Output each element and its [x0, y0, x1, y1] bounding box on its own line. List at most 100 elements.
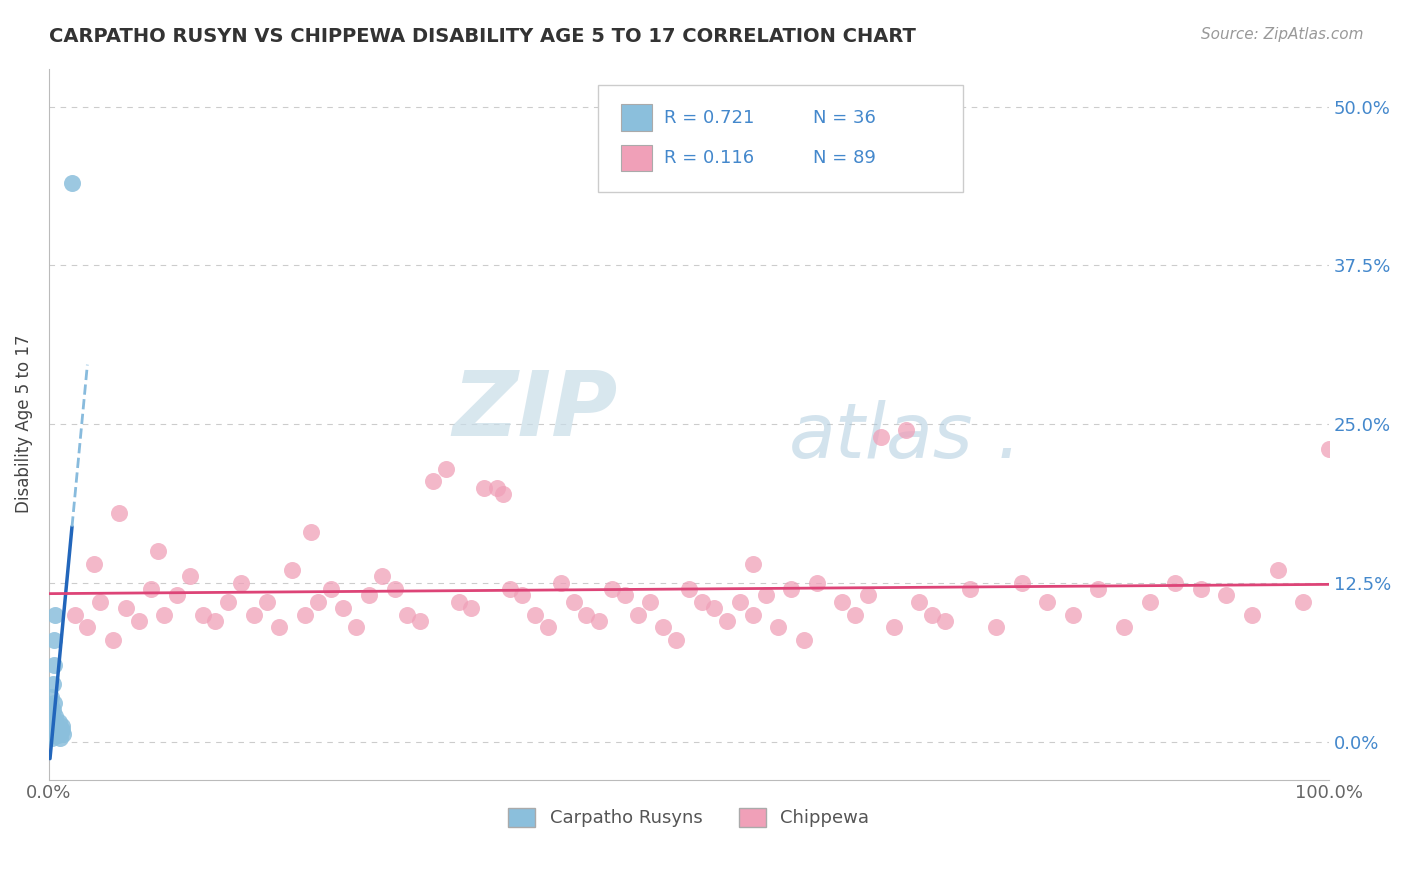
Point	[217, 595, 239, 609]
Point	[741, 607, 763, 622]
Point	[76, 620, 98, 634]
Point	[755, 589, 778, 603]
Point	[281, 563, 304, 577]
Point	[44, 632, 66, 647]
Point	[52, 727, 75, 741]
Point	[63, 607, 86, 622]
Point	[384, 582, 406, 596]
Point	[1292, 595, 1315, 609]
Point	[1139, 595, 1161, 609]
Point	[896, 424, 918, 438]
Point	[1215, 589, 1237, 603]
Point	[114, 601, 136, 615]
Point	[45, 724, 67, 739]
Point	[831, 595, 853, 609]
Point	[780, 582, 803, 596]
Point	[42, 658, 65, 673]
Point	[41, 727, 63, 741]
Point	[409, 614, 432, 628]
Point	[42, 677, 65, 691]
Point	[294, 607, 316, 622]
Point	[307, 595, 329, 609]
Point	[41, 690, 63, 704]
Point	[44, 709, 66, 723]
Point	[41, 719, 63, 733]
Point	[46, 728, 69, 742]
Point	[492, 487, 515, 501]
Point	[101, 632, 124, 647]
Point	[665, 632, 688, 647]
Text: CARPATHO RUSYN VS CHIPPEWA DISABILITY AGE 5 TO 17 CORRELATION CHART: CARPATHO RUSYN VS CHIPPEWA DISABILITY AG…	[49, 27, 917, 45]
Point	[460, 601, 482, 615]
Point	[793, 632, 815, 647]
Point	[537, 620, 560, 634]
Point	[1036, 595, 1059, 609]
Point	[45, 722, 67, 736]
Point	[357, 589, 380, 603]
Point	[344, 620, 367, 634]
Point	[49, 731, 72, 745]
Point	[434, 461, 457, 475]
Point	[1267, 563, 1289, 577]
Point	[39, 698, 62, 713]
Point	[844, 607, 866, 622]
Point	[44, 607, 66, 622]
Point	[39, 728, 62, 742]
Point	[883, 620, 905, 634]
Point	[191, 607, 214, 622]
Point	[550, 575, 572, 590]
Point	[485, 481, 508, 495]
Point	[108, 506, 131, 520]
Point	[141, 582, 163, 596]
Point	[934, 614, 956, 628]
Point	[299, 524, 322, 539]
Point	[1112, 620, 1135, 634]
Point	[499, 582, 522, 596]
Point	[422, 474, 444, 488]
Point	[128, 614, 150, 628]
Point	[204, 614, 226, 628]
Point	[869, 430, 891, 444]
Point	[242, 607, 264, 622]
Point	[89, 595, 111, 609]
Point	[652, 620, 675, 634]
Text: N = 36: N = 36	[813, 109, 876, 127]
Point	[613, 589, 636, 603]
Point	[575, 607, 598, 622]
Point	[627, 607, 650, 622]
Point	[42, 703, 65, 717]
Point	[678, 582, 700, 596]
Point	[524, 607, 547, 622]
Legend: Carpatho Rusyns, Chippewa: Carpatho Rusyns, Chippewa	[501, 801, 876, 835]
Point	[908, 595, 931, 609]
Text: R = 0.721: R = 0.721	[664, 109, 754, 127]
Point	[959, 582, 981, 596]
Y-axis label: Disability Age 5 to 17: Disability Age 5 to 17	[15, 334, 32, 513]
Point	[856, 589, 879, 603]
Point	[512, 589, 534, 603]
Point	[48, 724, 70, 739]
Point	[41, 709, 63, 723]
Point	[396, 607, 419, 622]
Point	[1189, 582, 1212, 596]
Point	[51, 719, 73, 733]
Point	[768, 620, 790, 634]
Point	[1087, 582, 1109, 596]
Point	[1011, 575, 1033, 590]
Point	[39, 725, 62, 739]
Text: Source: ZipAtlas.com: Source: ZipAtlas.com	[1201, 27, 1364, 42]
Point	[562, 595, 585, 609]
Point	[44, 715, 66, 730]
Point	[1164, 575, 1187, 590]
Point	[1317, 442, 1340, 457]
Point	[256, 595, 278, 609]
Point	[921, 607, 943, 622]
Point	[39, 715, 62, 730]
Point	[690, 595, 713, 609]
Point	[83, 557, 105, 571]
Point	[588, 614, 610, 628]
Point	[60, 176, 83, 190]
Point	[39, 730, 62, 744]
Point	[319, 582, 342, 596]
Point	[370, 569, 392, 583]
